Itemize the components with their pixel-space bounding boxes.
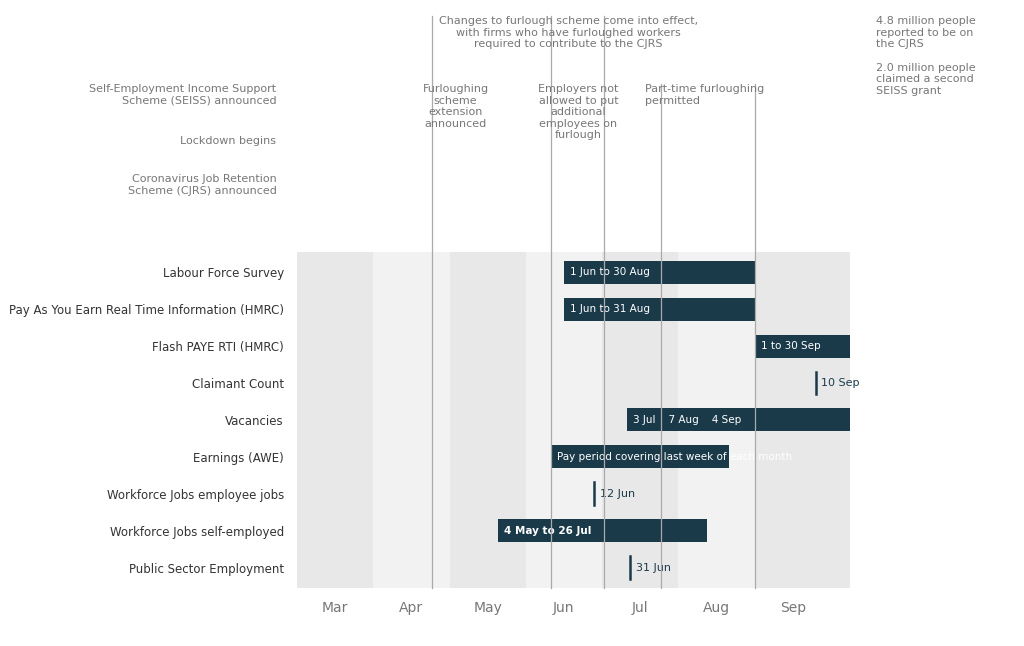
Bar bbox=[450, 252, 525, 588]
Text: 1 to 30 Sep: 1 to 30 Sep bbox=[761, 341, 820, 351]
Bar bbox=[564, 298, 755, 320]
Text: Pay period covering last week of each month: Pay period covering last week of each mo… bbox=[557, 452, 793, 462]
Text: 1 Jun to 31 Aug: 1 Jun to 31 Aug bbox=[570, 304, 650, 314]
Bar bbox=[755, 335, 850, 357]
Bar bbox=[755, 252, 850, 588]
Text: Self-Employment Income Support
Scheme (SEISS) announced: Self-Employment Income Support Scheme (S… bbox=[89, 84, 276, 105]
Bar bbox=[602, 252, 678, 588]
Text: 10 Sep: 10 Sep bbox=[821, 378, 859, 388]
Text: Employers not
allowed to put
additional
employees on
furlough: Employers not allowed to put additional … bbox=[539, 84, 618, 140]
Text: Lockdown begins: Lockdown begins bbox=[180, 136, 276, 145]
Bar bbox=[678, 252, 755, 588]
Bar bbox=[551, 445, 729, 468]
Text: 1 Jun to 30 Aug: 1 Jun to 30 Aug bbox=[570, 267, 650, 277]
Bar bbox=[373, 252, 450, 588]
Text: Part-time furloughing
permitted: Part-time furloughing permitted bbox=[645, 84, 764, 105]
Text: 12 Jun: 12 Jun bbox=[600, 489, 635, 499]
Text: 4.8 million people
reported to be on
the CJRS

2.0 million people
claimed a seco: 4.8 million people reported to be on the… bbox=[876, 16, 975, 96]
Text: 4 May to 26 Jul: 4 May to 26 Jul bbox=[504, 526, 591, 536]
Bar bbox=[564, 261, 755, 284]
Bar bbox=[297, 252, 373, 588]
Bar bbox=[525, 252, 602, 588]
Text: Furloughing
scheme
extension
announced: Furloughing scheme extension announced bbox=[423, 84, 488, 129]
Bar bbox=[498, 519, 707, 542]
Text: Changes to furlough scheme come into effect,
with firms who have furloughed work: Changes to furlough scheme come into eff… bbox=[438, 16, 698, 49]
Text: 3 Jul    7 Aug    4 Sep: 3 Jul 7 Aug 4 Sep bbox=[633, 415, 741, 425]
Text: 31 Jun: 31 Jun bbox=[636, 563, 671, 572]
Bar bbox=[628, 408, 850, 432]
Text: Coronavirus Job Retention
Scheme (CJRS) announced: Coronavirus Job Retention Scheme (CJRS) … bbox=[128, 174, 276, 196]
